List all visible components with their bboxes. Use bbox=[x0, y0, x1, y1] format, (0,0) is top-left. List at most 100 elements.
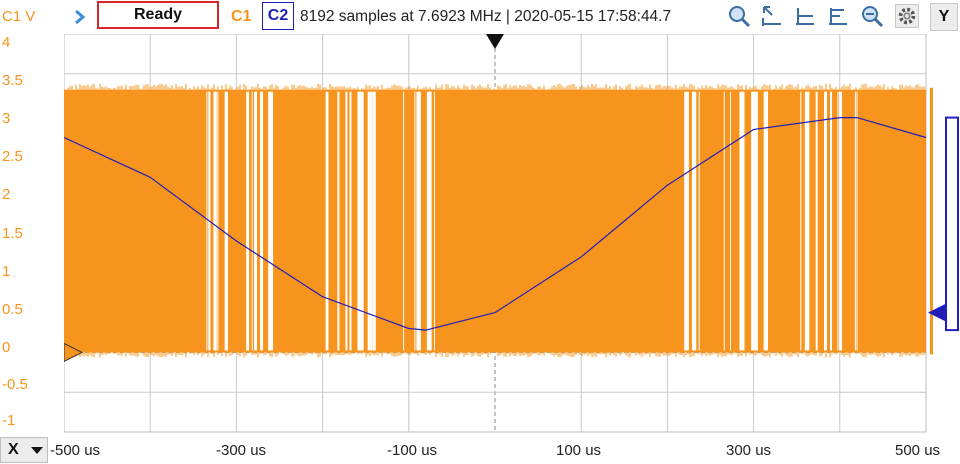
trigger-marker-icon bbox=[486, 34, 504, 49]
zoom-out-icon[interactable] bbox=[860, 4, 884, 28]
c1-pwm-gap bbox=[226, 91, 228, 351]
y-tick-label: 3.5 bbox=[2, 72, 23, 89]
c1-pwm-gap bbox=[224, 91, 228, 351]
c1-pwm-gap bbox=[367, 91, 371, 351]
c1-pwm-gap bbox=[426, 91, 430, 351]
horizontal-cursor-icon[interactable] bbox=[793, 4, 817, 28]
markers bbox=[64, 34, 959, 362]
c2-trace-line bbox=[64, 117, 927, 331]
c1-pwm-gap bbox=[694, 91, 697, 351]
c1-pwm-gap bbox=[373, 91, 375, 351]
c1-pwm-gap bbox=[753, 91, 757, 351]
x-axis-button-label: X bbox=[8, 441, 19, 458]
c1-ground-marker-icon bbox=[64, 342, 84, 362]
c1-pwm-gap bbox=[345, 91, 348, 351]
c1-pwm-gap bbox=[815, 91, 818, 351]
c1-pwm-gap bbox=[254, 91, 258, 351]
y-tick-label: -1 bbox=[2, 412, 16, 429]
channel2-toggle[interactable]: C2 bbox=[262, 2, 294, 30]
c2-trace bbox=[64, 117, 927, 331]
y-tick-label: 1.5 bbox=[2, 225, 23, 242]
x-tick-label: -100 us bbox=[387, 442, 438, 459]
c1-pwm-gap bbox=[765, 91, 767, 351]
c1-pwm-gap bbox=[830, 91, 833, 351]
status-badge[interactable]: Ready bbox=[97, 1, 219, 29]
c1-range-bar bbox=[930, 87, 933, 355]
y-axis-title: C1 V bbox=[2, 8, 36, 25]
c1-pwm-gap bbox=[270, 91, 274, 351]
c1-pwm-gap bbox=[268, 91, 271, 351]
y-tick-label: 3 bbox=[2, 110, 11, 127]
scope-plot[interactable] bbox=[64, 34, 960, 434]
c1-pwm-gap bbox=[698, 91, 700, 351]
c1-pwm-gap bbox=[742, 91, 745, 351]
c1-pwm-gap bbox=[693, 91, 695, 351]
play-icon[interactable] bbox=[72, 9, 88, 25]
c1-pwm-gap bbox=[686, 91, 689, 351]
c1-pwm-gap bbox=[372, 91, 376, 351]
c1-pwm-gap bbox=[357, 91, 361, 351]
c1-pwm-gap bbox=[800, 91, 802, 351]
c1-pwm-gap bbox=[251, 91, 253, 351]
c1-pwm-band bbox=[64, 89, 926, 353]
y-tick-label: 1 bbox=[2, 263, 11, 280]
y-tick-label: 0 bbox=[2, 339, 11, 356]
x-tick-label: 100 us bbox=[556, 442, 602, 459]
c1-pwm-gap bbox=[691, 91, 695, 351]
c1-pwm-gap bbox=[684, 91, 688, 351]
c1-pwm-gap bbox=[206, 91, 208, 351]
c1-pwm-gap bbox=[217, 91, 219, 351]
c1-pwm-gap bbox=[824, 91, 828, 351]
c2-ground-marker-icon bbox=[928, 303, 946, 322]
cursor-icon[interactable] bbox=[760, 4, 784, 28]
zoom-in-icon[interactable] bbox=[727, 4, 751, 28]
x-tick-label: -500 us bbox=[50, 442, 101, 459]
c1-pwm-gap bbox=[337, 91, 339, 351]
c1-pwm-gap bbox=[729, 91, 731, 351]
c1-pwm-gap bbox=[338, 91, 340, 351]
y-tick-label: 4 bbox=[2, 34, 11, 51]
c1-pwm-gap bbox=[370, 91, 373, 351]
c1-pwm-gap bbox=[414, 91, 416, 351]
c1-pwm-gap bbox=[837, 91, 839, 351]
y-tick-label: -0.5 bbox=[2, 376, 28, 393]
c1-pwm-trace bbox=[64, 83, 926, 358]
channel1-toggle[interactable]: C1 bbox=[231, 8, 252, 25]
c1-pwm-gap bbox=[723, 91, 725, 351]
c1-pwm-gap bbox=[326, 91, 329, 351]
c1-pwm-gap bbox=[349, 91, 352, 351]
c1-pwm-gap bbox=[739, 91, 743, 351]
c1-pwm-gap bbox=[417, 91, 421, 351]
x-tick-label: 500 us bbox=[895, 442, 941, 459]
c1-pwm-gap bbox=[213, 91, 217, 351]
x-axis-button[interactable]: X bbox=[0, 437, 48, 463]
c1-pwm-gap bbox=[765, 91, 768, 351]
c1-pwm-gap bbox=[325, 91, 327, 351]
y-axis-button[interactable]: Y bbox=[930, 3, 958, 31]
c1-pwm-gap bbox=[804, 91, 808, 351]
c1-pwm-gap bbox=[755, 91, 758, 351]
y-tick-label: 0.5 bbox=[2, 301, 23, 318]
c1-pwm-gap bbox=[246, 91, 249, 351]
x-tick-label: 300 us bbox=[726, 442, 772, 459]
settings-gear-icon[interactable] bbox=[895, 4, 919, 28]
toolbar: C1 V Ready C1 C2 8192 samples at 7.6923 … bbox=[0, 0, 960, 34]
x-tick-label: -300 us bbox=[216, 442, 267, 459]
c1-pwm-gap bbox=[403, 91, 405, 351]
c1-pwm-gap bbox=[260, 91, 264, 351]
acquisition-info: 8192 samples at 7.6923 MHz | 2020-05-15 … bbox=[300, 8, 672, 25]
c1-pwm-gap bbox=[856, 91, 858, 351]
c1-pwm-gap bbox=[807, 91, 810, 351]
c1-pwm-gap bbox=[839, 91, 843, 351]
y-tick-label: 2.5 bbox=[2, 148, 23, 165]
c1-pwm-gap bbox=[763, 91, 766, 351]
measure-icon[interactable] bbox=[826, 4, 850, 28]
c1-pwm-gap bbox=[854, 91, 856, 351]
y-tick-label: 2 bbox=[2, 186, 11, 203]
c1-pwm-gap bbox=[433, 91, 435, 351]
chevron-down-icon[interactable] bbox=[31, 447, 43, 454]
c1-pwm-gap bbox=[357, 91, 359, 351]
c1-pwm-gap bbox=[751, 91, 755, 351]
c1-pwm-gap bbox=[360, 91, 364, 351]
c2-range-bar bbox=[945, 116, 959, 332]
